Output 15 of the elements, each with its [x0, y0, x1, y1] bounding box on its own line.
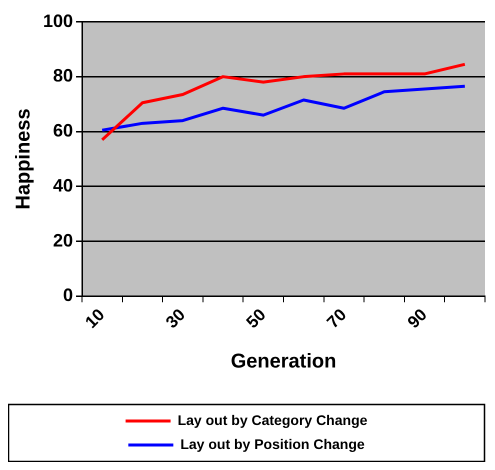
x-tick-label: 90: [404, 305, 431, 332]
legend-label: Lay out by Position Change: [180, 436, 365, 452]
y-tick-label: 100: [42, 10, 74, 31]
y-tick-label: 40: [53, 175, 74, 196]
x-axis-title: Generation: [230, 350, 336, 373]
x-tick-label: 10: [82, 305, 108, 332]
y-tick-label: 20: [53, 230, 74, 250]
y-tick-label: 60: [53, 120, 74, 141]
y-axis-title: Happiness: [12, 108, 35, 210]
y-tick-label: 0: [63, 285, 74, 306]
legend-label: Lay out by Category Change: [178, 412, 368, 428]
x-tick-label: 50: [242, 305, 270, 332]
x-tick-label: 30: [162, 305, 189, 332]
y-tick-label: 80: [53, 66, 74, 86]
x-tick-label: 70: [323, 305, 350, 332]
